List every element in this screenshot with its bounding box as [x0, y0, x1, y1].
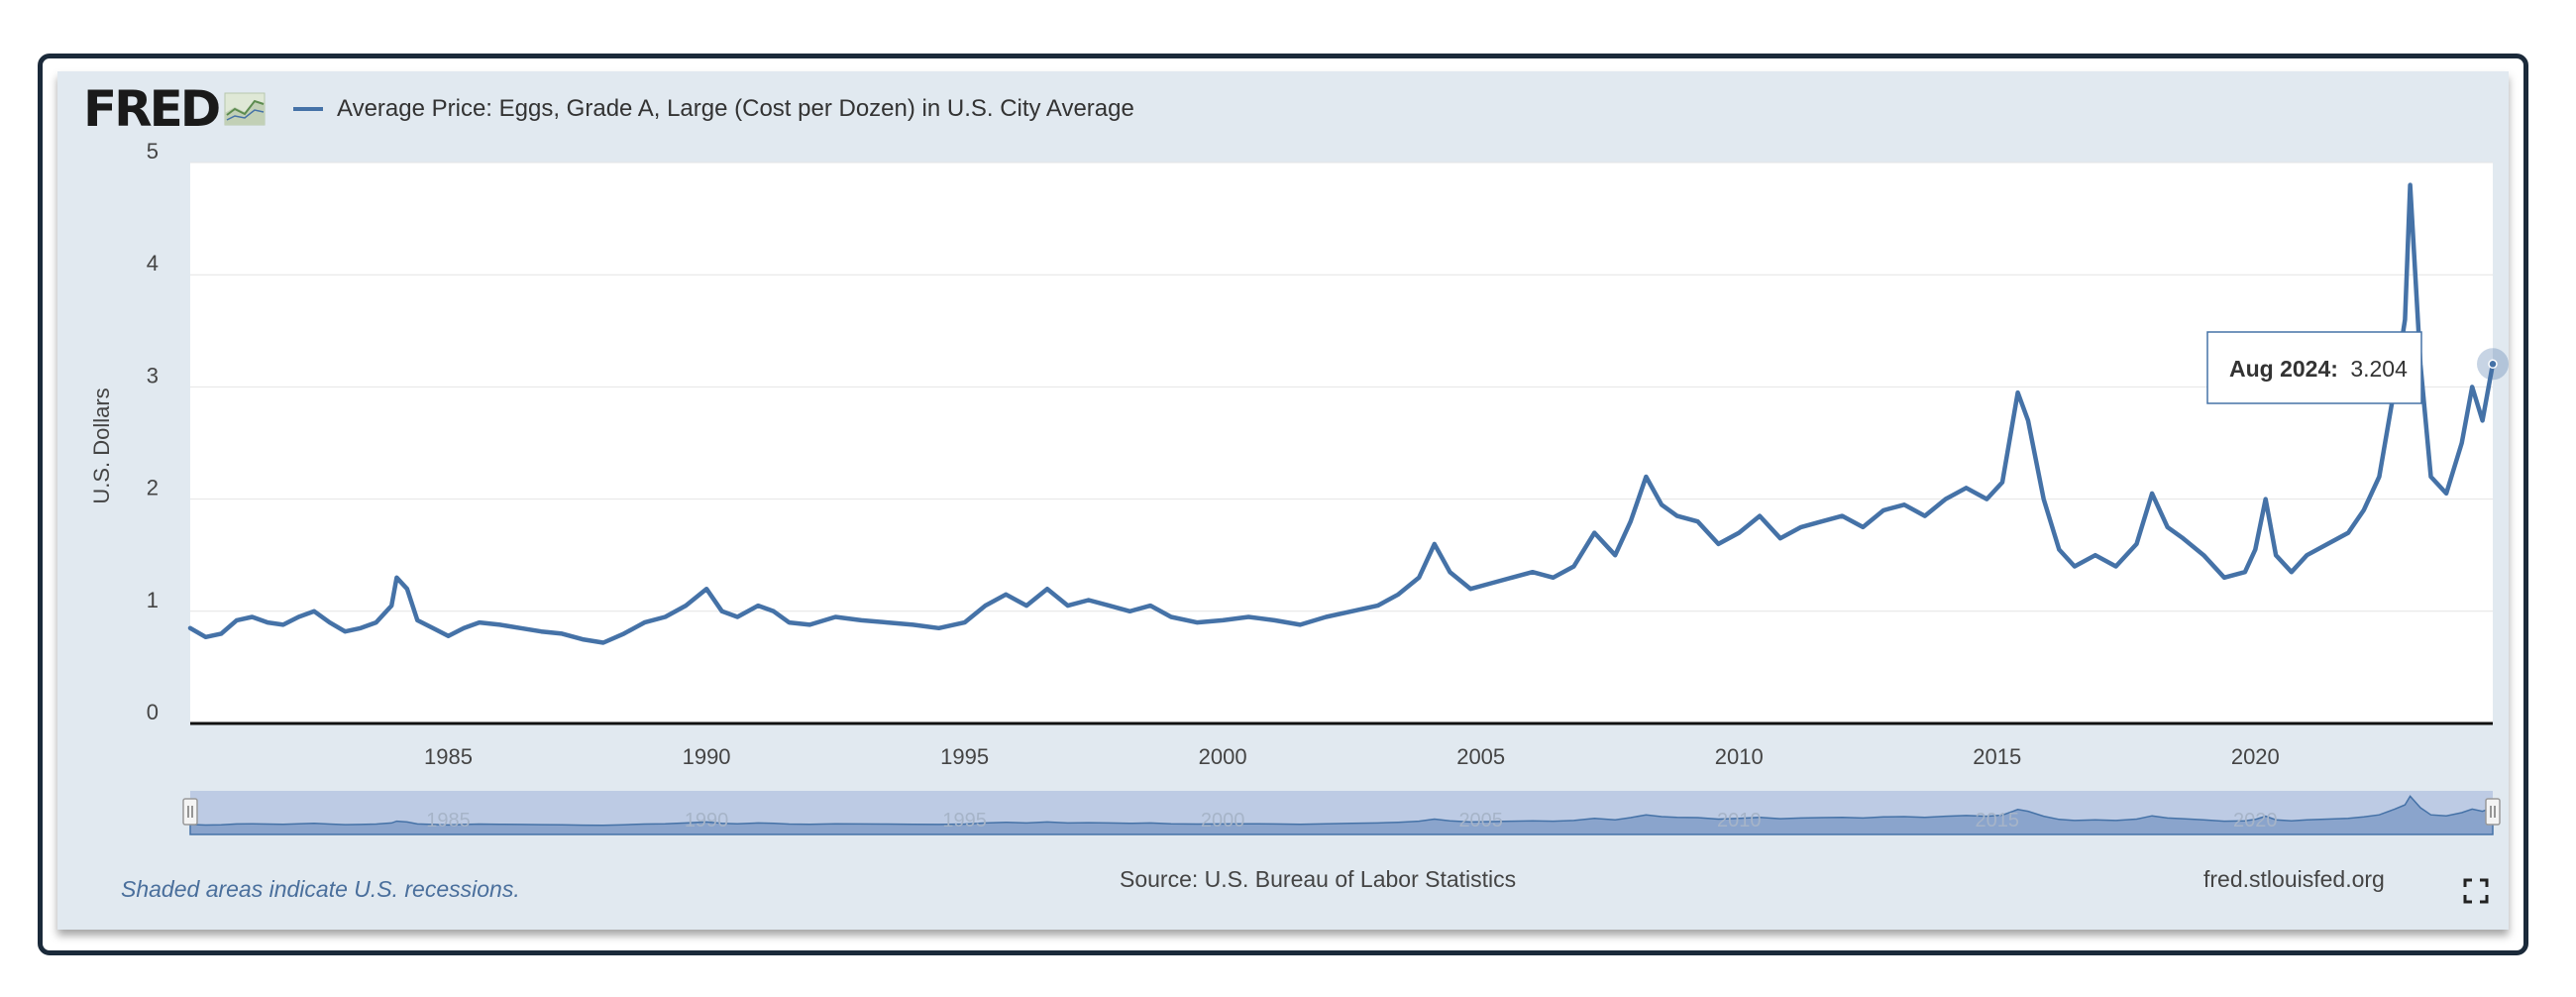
y-tick-label: 3 [147, 363, 159, 388]
navigator-series [189, 795, 2494, 835]
y-tick-label: 1 [147, 588, 159, 612]
recession-note: Shaded areas indicate U.S. recessions. [121, 876, 520, 902]
x-axis: 1985 1990 1995 2000 2005 2010 2015 2020 [190, 721, 2493, 769]
x-tick-label: 1995 [940, 744, 989, 769]
x-tick-label: 1985 [424, 744, 473, 769]
navigator-tick-label: 2020 [2233, 810, 2278, 831]
navigator-tick-label: 2010 [1717, 810, 1762, 831]
legend-label: Average Price: Eggs, Grade A, Large (Cos… [337, 95, 1134, 122]
x-tick-label: 2005 [1456, 744, 1505, 769]
y-tick-label: 4 [147, 251, 159, 276]
y-tick-label: 2 [147, 476, 159, 500]
navigator-tick-label: 2000 [1201, 810, 1245, 831]
x-tick-label: 2020 [2231, 744, 2280, 769]
navigator-tick-label: 2005 [1458, 810, 1503, 831]
svg-text:Aug 2024: 3.204: Aug 2024: 3.204 [2229, 356, 2408, 382]
series-line [187, 182, 2496, 645]
range-navigator[interactable]: 1985 1990 1995 2000 2005 2010 2015 2020 [182, 791, 2501, 835]
grid-layer [190, 162, 2493, 723]
fullscreen-icon[interactable] [2463, 878, 2489, 904]
tooltip-value: 3.204 [2350, 356, 2408, 382]
data-point-marker [2488, 359, 2498, 370]
tooltip-box [2206, 331, 2422, 404]
fred-logo[interactable]: FRED [83, 83, 266, 135]
data-tooltip: Aug 2024: 3.204 [2206, 331, 2422, 404]
navigator-tick-label: 1985 [426, 810, 471, 831]
chart-legend[interactable]: Average Price: Eggs, Grade A, Large (Cos… [293, 95, 1134, 123]
source-note: Source: U.S. Bureau of Labor Statistics [1120, 866, 1517, 892]
x-tick-label: 2010 [1715, 744, 1764, 769]
navigator-tick-label: 1990 [685, 810, 729, 831]
y-tick-label: 0 [147, 700, 159, 724]
navigator-tick-label: 2015 [1976, 810, 2020, 831]
x-tick-label: 1990 [683, 744, 731, 769]
x-tick-label: 2015 [1973, 744, 2021, 769]
navigator-handle[interactable] [182, 798, 198, 826]
navigator-tick-label: 1995 [942, 810, 987, 831]
site-link[interactable]: fred.stlouisfed.org [2203, 866, 2385, 892]
mini-line-chart-icon [224, 92, 266, 126]
tooltip-date: Aug 2024: [2229, 356, 2338, 382]
series-layer [187, 182, 2509, 645]
y-tick-label: 5 [147, 139, 159, 164]
y-axis-title: U.S. Dollars [89, 388, 114, 503]
fred-logo-text: FRED [83, 80, 221, 138]
legend-swatch [293, 107, 323, 111]
y-axis: 0 1 2 3 4 5 [147, 139, 159, 724]
navigator-handle[interactable] [2485, 798, 2501, 826]
plot-background [190, 163, 2493, 723]
x-tick-label: 2000 [1199, 744, 1247, 769]
